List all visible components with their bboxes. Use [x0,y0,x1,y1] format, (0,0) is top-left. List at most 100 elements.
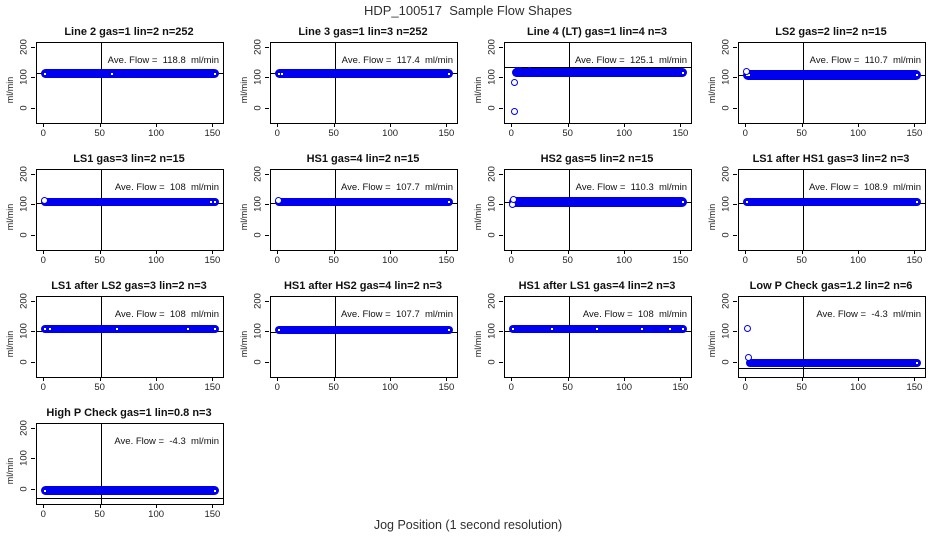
y-tick-mark [31,300,35,302]
y-tick-label: 200 [252,165,264,182]
x-tick-label: 0 [274,255,280,266]
y-tick-mark [265,362,269,364]
y-tick-label: 100 [720,323,732,340]
y-tick-label: 0 [252,105,264,111]
y-tick-mark [733,235,737,237]
plot-area: Ave. Flow = -4.3 ml/min [36,423,224,505]
band-gap-speck [595,328,598,330]
band-gap-speck [186,328,189,330]
x-tick-label: 0 [508,128,514,139]
y-axis-label: ml/min [707,76,717,104]
subplot-line4-lt: Line 4 (LT) gas=1 lin=4 n=3 Ave. Flow = 1… [468,22,702,149]
y-tick-mark [733,331,737,333]
stray-point [523,67,527,70]
x-tick-label: 0 [508,255,514,266]
x-tick-label: 100 [148,128,165,139]
subplot-hs2: HS2 gas=5 lin=2 n=15 Ave. Flow = 110.3 ml… [468,149,702,276]
y-tick-mark [499,77,503,79]
x-tick-label: 0 [274,128,280,139]
x-tick-label: 0 [742,382,748,393]
x-tick-mark [680,377,682,381]
x-tick-mark [511,250,513,254]
x-tick-mark [43,377,45,381]
x-tick-label: 50 [796,255,807,266]
y-tick-label: 200 [18,292,30,309]
stray-point [532,74,536,77]
x-tick-mark [277,123,279,127]
x-tick-label: 0 [40,255,46,266]
y-tick-mark [265,77,269,79]
ave-flow-annotation: Ave. Flow = 108 ml/min [114,182,219,193]
x-tick-mark [43,123,45,127]
subplot-ls1: LS1 gas=3 lin=2 n=15 Ave. Flow = 108 ml/m… [0,149,234,276]
x-tick-label: 150 [672,128,689,139]
x-tick-label: 100 [850,255,867,266]
y-tick-mark [265,235,269,237]
x-tick-mark [801,123,803,127]
x-tick-label: 100 [148,255,165,266]
y-tick-label: 0 [252,359,264,365]
flow-point-band [743,198,921,207]
y-tick-mark [499,204,503,206]
y-axis-label: ml/min [239,330,249,358]
y-tick-mark [499,362,503,364]
y-tick-mark [31,427,35,429]
x-tick-mark [446,250,448,254]
x-tick-mark [624,250,626,254]
x-tick-mark [99,250,101,254]
x-tick-mark [212,504,214,508]
x-tick-label: 50 [562,382,573,393]
x-tick-label: 100 [382,255,399,266]
y-tick-label: 100 [18,69,30,86]
average-flow-line [505,67,691,69]
flow-point-band [745,358,921,367]
y-axis-label: ml/min [473,203,483,231]
y-tick-label: 0 [18,232,30,238]
y-tick-label: 200 [18,165,30,182]
x-tick-mark [801,250,803,254]
x-tick-label: 0 [742,128,748,139]
vertical-reference-line [334,297,336,377]
x-tick-label: 100 [382,128,399,139]
x-tick-mark [446,123,448,127]
x-tick-mark [390,123,392,127]
flow-point-band [41,486,219,496]
y-tick-label: 100 [720,69,732,86]
plot-area: Ave. Flow = 108 ml/min [36,169,224,251]
x-tick-label: 100 [148,509,165,520]
y-tick-mark [499,46,503,48]
outlier-point [41,196,49,204]
band-gap-speck [916,361,918,364]
flow-point-band [509,197,687,207]
band-gap-speck [214,328,216,330]
x-tick-label: 0 [274,382,280,393]
y-tick-label: 200 [486,165,498,182]
y-tick-mark [499,235,503,237]
vertical-reference-line [100,170,102,250]
y-tick-mark [733,173,737,175]
y-tick-mark [31,173,35,175]
x-tick-label: 100 [616,128,633,139]
ave-flow-annotation: Ave. Flow = -4.3 ml/min [816,309,921,320]
x-tick-label: 150 [672,255,689,266]
x-tick-mark [99,504,101,508]
x-tick-mark [801,377,803,381]
flow-point-band [743,70,921,80]
plot-area: Ave. Flow = 108 ml/min [36,296,224,378]
x-tick-mark [680,123,682,127]
y-tick-mark [31,362,35,364]
x-tick-label: 50 [94,255,105,266]
vertical-reference-line [802,43,804,123]
x-tick-mark [858,123,860,127]
ave-flow-annotation: Ave. Flow = 117.4 ml/min [341,55,453,66]
outlier-point [744,353,752,361]
band-gap-speck [214,201,216,204]
plot-area: Ave. Flow = 107.7 ml/min [270,169,458,251]
page-title: HDP_100517 Sample Flow Shapes [363,3,573,18]
x-tick-label: 50 [94,382,105,393]
y-tick-label: 0 [486,359,498,365]
band-gap-speck [512,328,514,330]
stray-point [518,66,522,69]
x-tick-mark [567,250,569,254]
flow-point-band [275,325,453,334]
